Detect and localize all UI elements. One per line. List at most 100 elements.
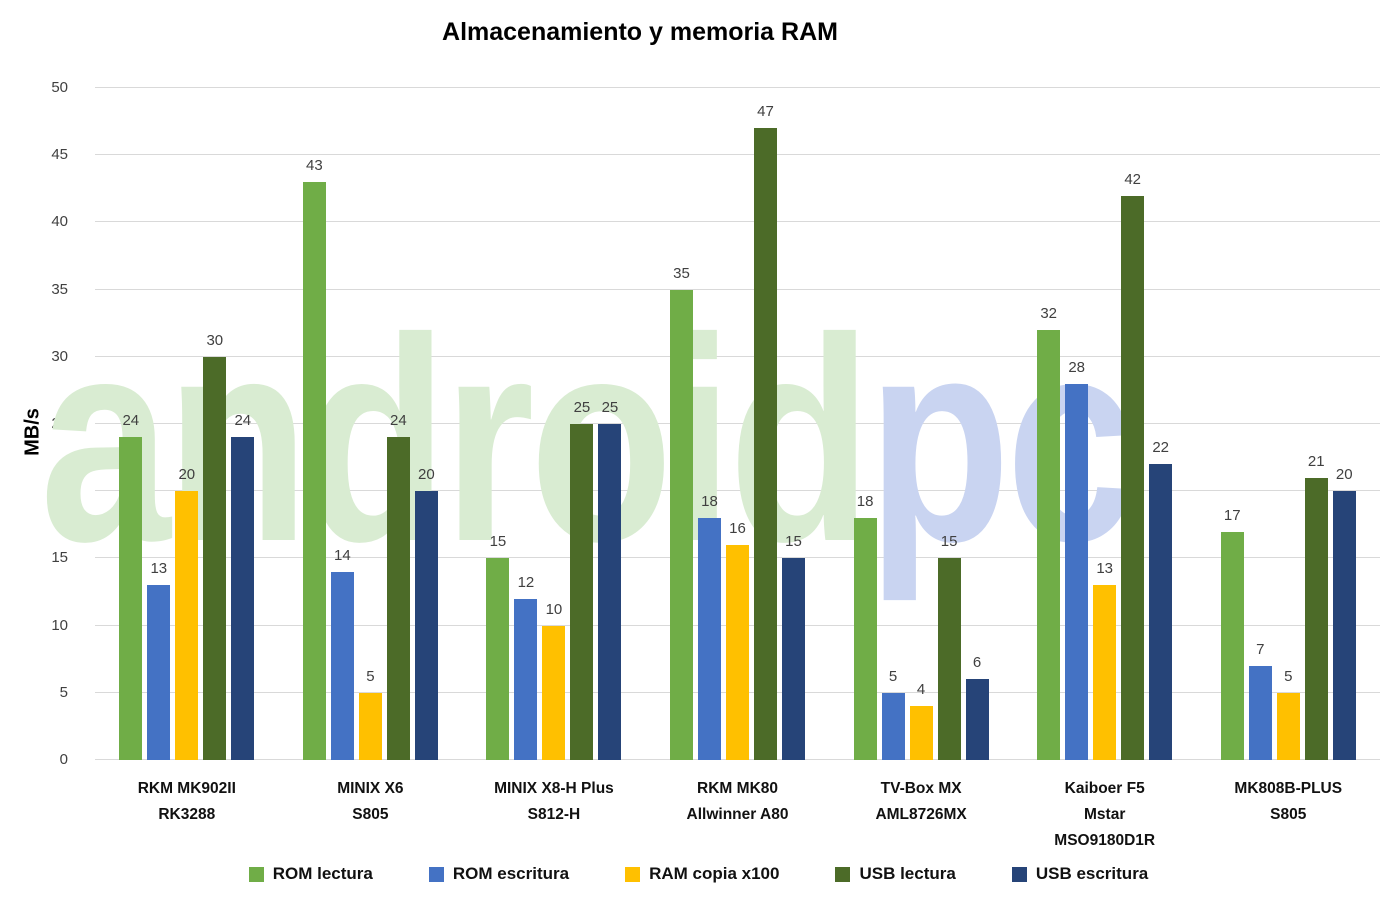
- bar-usb-escritura: 20: [414, 466, 438, 760]
- bar-value-label: 16: [729, 519, 746, 537]
- legend-item-usb-escritura: USB escritura: [1011, 863, 1149, 885]
- y-tick-label: 30: [51, 347, 68, 365]
- y-tick-label: 50: [51, 79, 68, 96]
- bar-usb-lectura: 47: [754, 103, 778, 760]
- gridline: [95, 355, 1380, 357]
- bar-usb-lectura: 21: [1304, 453, 1328, 760]
- bar-rom-lectura: 15: [486, 533, 510, 760]
- bar-value-label: 6: [972, 654, 982, 672]
- bar-value-label: 28: [1068, 358, 1086, 376]
- legend-swatch: [1011, 866, 1027, 882]
- bar-value-label: 17: [1223, 506, 1241, 524]
- bar-ram-copia-x100: 16: [726, 520, 750, 760]
- legend-item-ram-copia-x100: RAM copia x100: [625, 863, 779, 885]
- y-axis-tick-labels: 0 5 10 15 20 25 30 35 40 45 50: [0, 79, 82, 768]
- category-label: TV-Box MX AML8726MX: [875, 780, 967, 823]
- bar-rom-lectura: 35: [670, 265, 694, 760]
- bar-value-label: 4: [916, 681, 926, 699]
- y-tick-label: 0: [59, 751, 68, 768]
- bar-value-label: 24: [234, 412, 252, 430]
- bar-value-label: 21: [1307, 452, 1325, 470]
- y-tick-label: 25: [51, 415, 68, 432]
- bar-value-label: 15: [785, 533, 802, 551]
- bar-value-label: 13: [1096, 560, 1114, 578]
- category-label: MK808B-PLUS S805: [1234, 780, 1343, 823]
- bar-value-label: 14: [334, 546, 351, 564]
- legend-label: ROM lectura: [272, 864, 373, 883]
- bar-value-label: 5: [1284, 667, 1293, 685]
- bar-usb-lectura: 24: [386, 412, 410, 760]
- bar-usb-escritura: 15: [782, 533, 806, 760]
- bar-value-label: 24: [390, 412, 407, 430]
- bar-ram-copia-x100: 5: [1276, 668, 1300, 760]
- y-tick-label: 35: [51, 280, 68, 298]
- y-tick-label: 40: [51, 213, 68, 231]
- bar-value-label: 12: [517, 573, 535, 591]
- y-tick-label: 20: [51, 482, 68, 500]
- bar-rom-escritura: 5: [881, 668, 905, 760]
- legend-swatch: [625, 866, 641, 882]
- bar-groups: 24 13 20 30 24 43 14 5 24 20 15 12 10 25 25 35 18 16 47 15 1…: [95, 88, 1380, 760]
- bar-rom-lectura: 17: [1220, 507, 1244, 760]
- x-axis-labels: RKM MK902II RK3288 MINIX X6 S805 MINIX X8-…: [95, 776, 1380, 854]
- bar-ram-copia-x100: 5: [358, 668, 382, 760]
- bar-rom-escritura: 28: [1065, 359, 1089, 760]
- bar-rom-escritura: 18: [698, 493, 722, 760]
- bar-usb-escritura: 24: [231, 412, 255, 760]
- bar-value-label: 18: [701, 493, 718, 511]
- bar-value-label: 10: [545, 600, 563, 618]
- category-label: RKM MK902II RK3288: [137, 780, 236, 823]
- bar-rom-lectura: 24: [119, 412, 143, 760]
- bar-rom-escritura: 14: [330, 547, 354, 760]
- bar-value-label: 32: [1040, 304, 1058, 322]
- y-tick-label: 10: [51, 616, 68, 634]
- bar-value-label: 43: [306, 157, 323, 175]
- plot-area: 24 13 20 30 24 43 14 5 24 20 15 12 10 25 25 35 18 16 47 15 1…: [95, 87, 1380, 760]
- y-tick-label: 5: [59, 683, 68, 701]
- bar-value-label: 20: [1335, 466, 1353, 484]
- bar-value-label: 13: [150, 560, 168, 578]
- bar-usb-lectura: 42: [1121, 171, 1145, 760]
- bar-group: 18 5 4 15 6: [829, 88, 1013, 760]
- legend-label: RAM copia x100: [649, 864, 780, 883]
- gridline: [95, 490, 1380, 492]
- legend-swatch: [835, 866, 851, 882]
- bar-value-label: 5: [366, 667, 375, 685]
- bar-value-label: 35: [673, 264, 690, 282]
- bar-value-label: 18: [856, 493, 874, 511]
- bar-ram-copia-x100: 10: [542, 601, 566, 760]
- bar-group: 35 18 16 47 15: [646, 88, 830, 760]
- bar-rom-lectura: 43: [302, 157, 326, 760]
- bar-group: 15 12 10 25 25: [462, 88, 646, 760]
- legend-label: USB escritura: [1035, 864, 1149, 883]
- gridline: [95, 288, 1380, 290]
- bar-group: 24 13 20 30 24: [95, 88, 279, 760]
- bar-value-label: 15: [940, 533, 958, 551]
- bar-value-label: 5: [888, 667, 898, 685]
- bar-rom-escritura: 12: [514, 574, 538, 760]
- bar-usb-escritura: 20: [1332, 466, 1356, 760]
- bar-value-label: 7: [1256, 640, 1265, 658]
- bar-usb-escritura: 25: [598, 399, 622, 760]
- bar-value-label: 22: [1152, 439, 1170, 457]
- bar-value-label: 47: [757, 103, 774, 121]
- gridline: [95, 87, 1380, 88]
- category-label: MINIX X6 S805: [337, 780, 404, 823]
- bar-value-label: 15: [489, 533, 507, 551]
- category-label: RKM MK80 Allwinner A80: [686, 780, 789, 823]
- bar-value-label: 30: [206, 331, 224, 349]
- gridline: [95, 154, 1380, 156]
- legend-item-rom-escritura: ROM escritura: [428, 863, 569, 885]
- category-label: MINIX X8-H Plus S812-H: [494, 780, 614, 823]
- bar-group: 32 28 13 42 22: [1013, 88, 1197, 760]
- bar-value-label: 25: [601, 399, 619, 416]
- legend-item-usb-lectura: USB lectura: [835, 863, 956, 885]
- bar-usb-lectura: 25: [570, 399, 594, 760]
- bar-rom-lectura: 32: [1037, 305, 1061, 760]
- bar-value-label: 20: [178, 466, 196, 484]
- gridline: [95, 221, 1380, 223]
- bar-ram-copia-x100: 4: [909, 681, 933, 760]
- bar-value-label: 25: [573, 399, 591, 416]
- legend-swatch: [428, 866, 444, 882]
